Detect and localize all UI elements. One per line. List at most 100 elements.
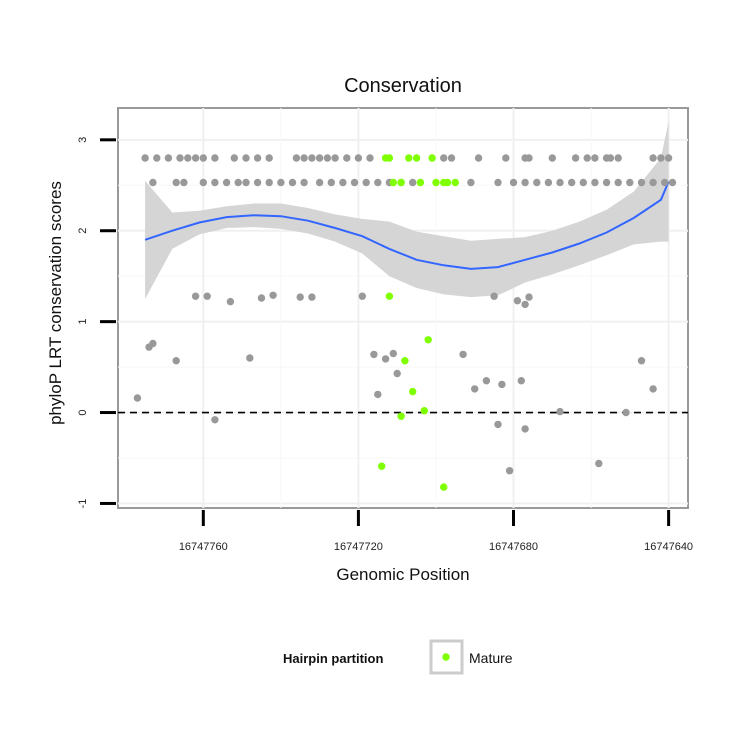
- data-point: [409, 178, 417, 187]
- data-point: [323, 154, 332, 162]
- legend-label-mature: Mature: [469, 650, 513, 666]
- data-point-mature: [378, 462, 386, 470]
- data-point: [502, 154, 510, 162]
- data-point-mature: [409, 387, 417, 396]
- data-point: [521, 425, 529, 433]
- data-point: [649, 178, 657, 187]
- confidence-band: [145, 121, 669, 299]
- y-tick-label: -1: [77, 499, 89, 509]
- data-point: [246, 354, 254, 362]
- x-tick-label: 16747760: [179, 541, 228, 553]
- data-point: [509, 178, 518, 187]
- data-point-mature: [432, 178, 440, 187]
- data-point-mature: [424, 336, 432, 344]
- data-point: [494, 178, 502, 187]
- data-point: [172, 178, 180, 187]
- y-tick-label: 0: [77, 409, 89, 415]
- data-point-mature: [416, 178, 425, 187]
- data-point: [637, 357, 646, 365]
- y-tick-label: 3: [77, 137, 89, 143]
- data-point: [517, 377, 525, 385]
- data-point: [374, 390, 382, 399]
- data-point: [626, 178, 634, 187]
- data-point: [133, 394, 142, 402]
- data-point: [265, 154, 273, 162]
- data-point: [513, 297, 522, 305]
- data-point: [191, 154, 200, 162]
- data-point: [556, 407, 564, 416]
- data-point: [164, 154, 173, 162]
- data-point: [602, 178, 611, 187]
- data-point: [269, 291, 277, 299]
- data-point: [141, 154, 149, 162]
- data-point: [521, 178, 529, 187]
- data-point-mature: [412, 154, 421, 162]
- data-point: [277, 178, 285, 187]
- data-point: [661, 178, 669, 187]
- data-point: [556, 178, 564, 187]
- data-point: [315, 154, 324, 162]
- data-point: [292, 154, 301, 162]
- legend: Hairpin partition Mature: [283, 639, 513, 675]
- data-point: [253, 154, 262, 162]
- data-point: [637, 178, 646, 187]
- chart-title: Conservation: [344, 75, 462, 97]
- data-point: [622, 408, 630, 417]
- data-point: [370, 350, 378, 359]
- data-point: [568, 178, 576, 187]
- y-axis: -1 0 1 2 3: [77, 137, 116, 509]
- plot-area: [117, 107, 689, 509]
- data-point: [606, 154, 615, 162]
- plot-panel: [117, 107, 689, 509]
- data-point: [521, 300, 529, 309]
- data-point: [393, 369, 401, 378]
- data-point: [649, 154, 657, 162]
- data-point: [315, 178, 324, 187]
- data-point: [614, 154, 622, 162]
- data-point: [184, 154, 192, 162]
- data-point-mature: [451, 178, 459, 187]
- data-point: [440, 154, 448, 162]
- data-point: [288, 178, 297, 187]
- data-point: [203, 292, 211, 300]
- data-point: [482, 377, 491, 385]
- data-point: [467, 178, 475, 187]
- data-point: [149, 178, 157, 187]
- data-point-mature: [440, 483, 448, 491]
- data-point: [649, 385, 657, 393]
- data-point: [176, 154, 184, 162]
- data-point: [230, 154, 238, 162]
- data-point: [180, 178, 188, 187]
- data-point: [389, 349, 397, 358]
- y-tick-label: 1: [77, 319, 89, 325]
- data-point: [199, 154, 207, 162]
- data-point: [257, 294, 266, 302]
- data-point: [234, 178, 242, 187]
- data-point-mature: [420, 407, 428, 415]
- data-point: [354, 154, 363, 162]
- data-point: [265, 178, 273, 187]
- data-points: [133, 154, 677, 491]
- data-point: [253, 178, 262, 187]
- data-point: [343, 154, 351, 162]
- confidence-band-area: [145, 121, 669, 299]
- data-point: [505, 467, 514, 475]
- data-point: [350, 178, 359, 187]
- data-point: [595, 459, 603, 468]
- data-point: [474, 154, 483, 162]
- data-point: [471, 385, 479, 393]
- data-point: [242, 154, 250, 162]
- data-point: [591, 178, 599, 187]
- legend-key-box: [429, 639, 464, 675]
- data-point-mature: [428, 154, 436, 162]
- y-axis-title: phyloP LRT conservation scores: [46, 181, 65, 425]
- y-tick-label: 2: [77, 228, 89, 234]
- data-point: [308, 154, 316, 162]
- data-point: [362, 178, 370, 187]
- data-point: [591, 154, 599, 162]
- data-point: [525, 293, 533, 301]
- x-axis-title: Genomic Position: [336, 565, 469, 584]
- data-point: [242, 178, 250, 187]
- data-point: [490, 292, 498, 300]
